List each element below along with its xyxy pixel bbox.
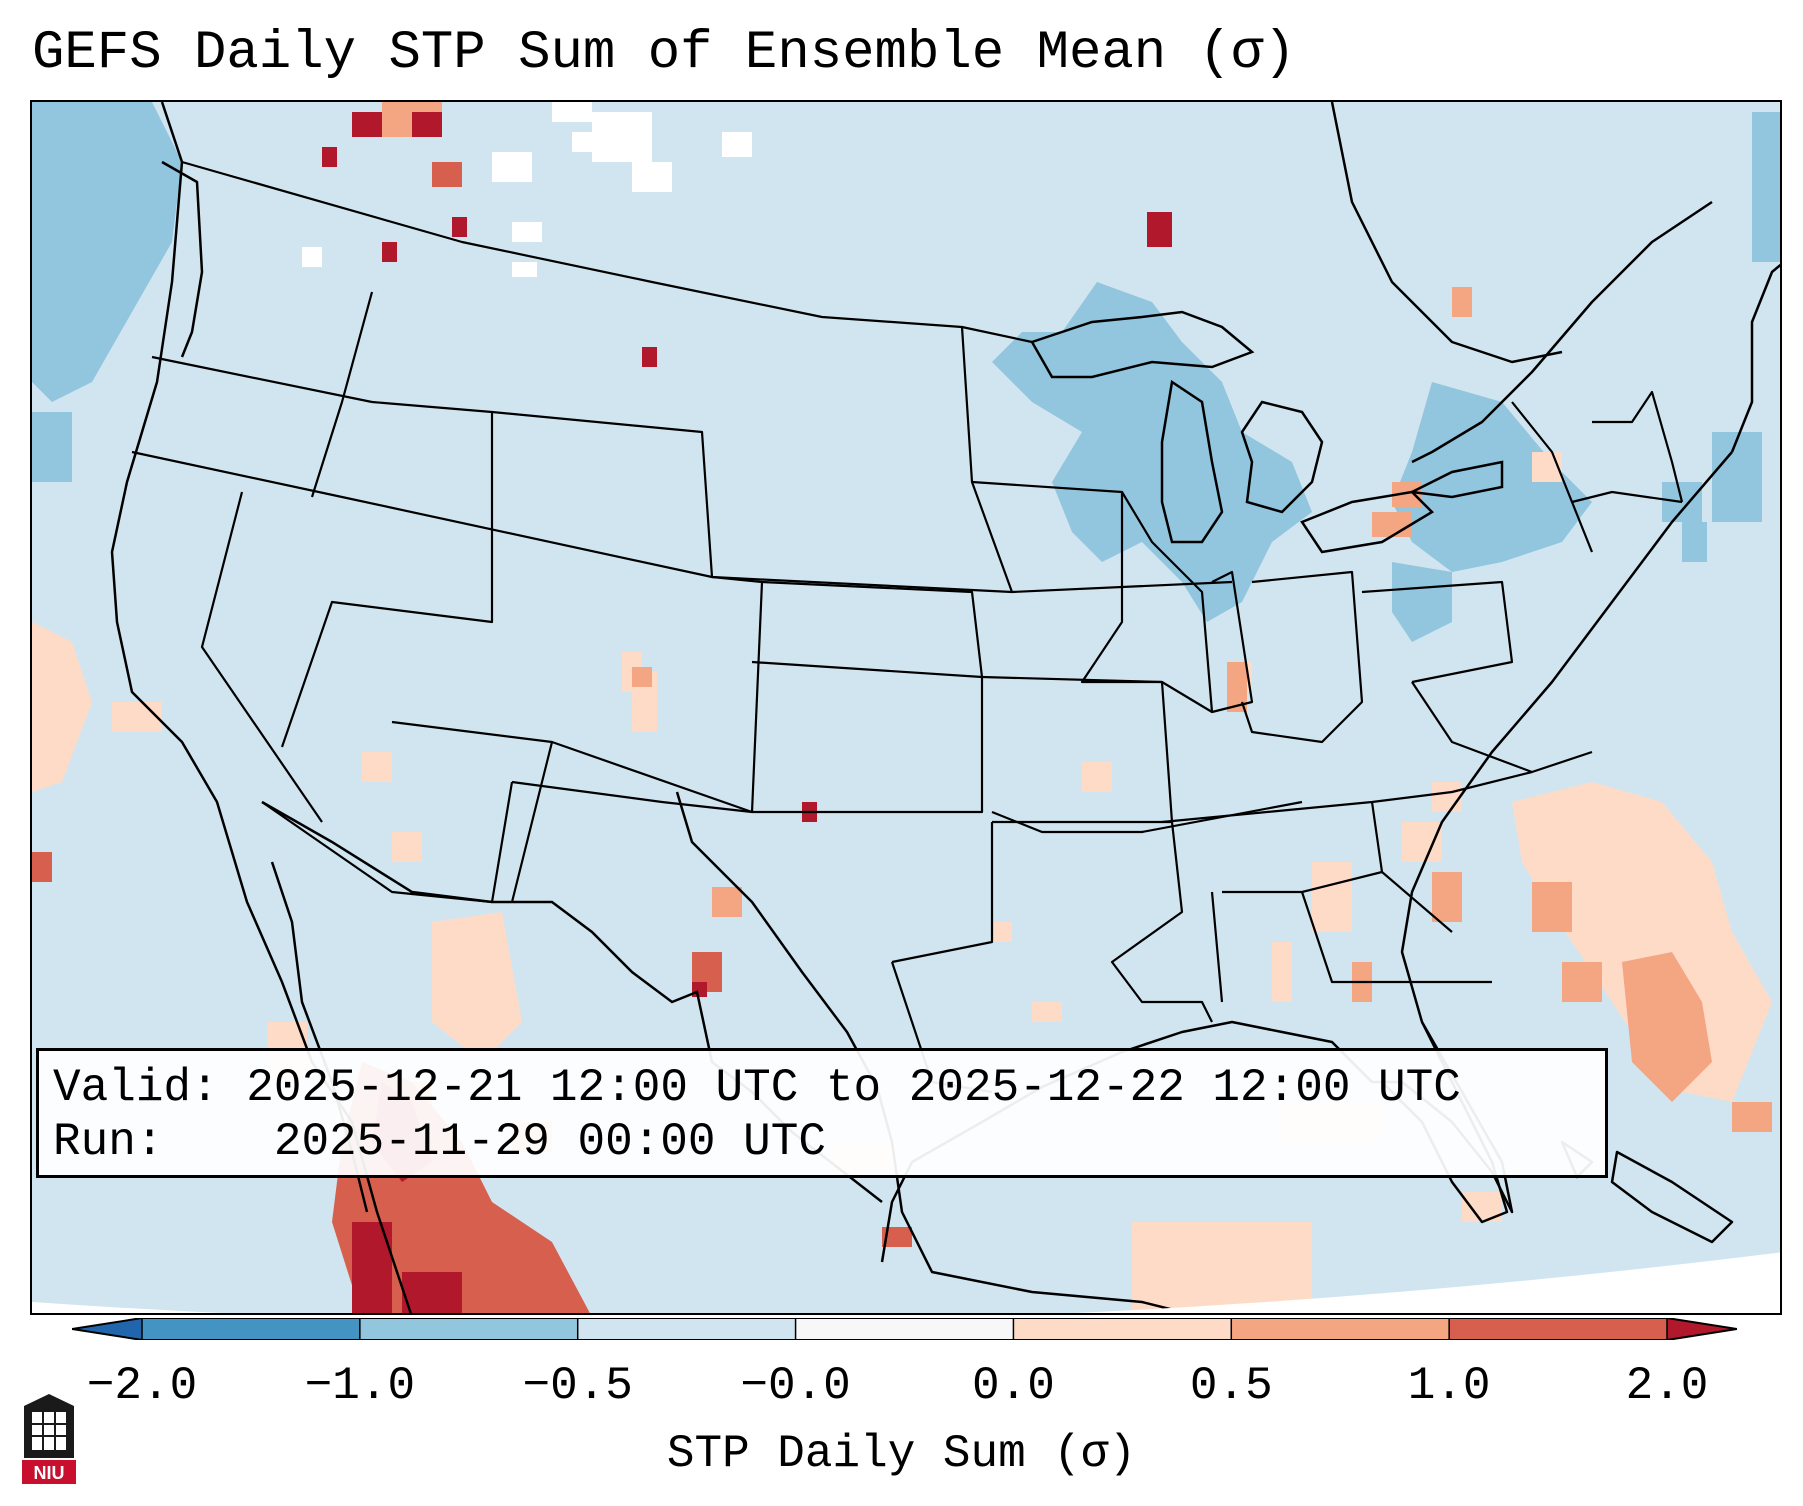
niu-logo-icon: NIU xyxy=(22,1394,76,1484)
colorbar-segment xyxy=(359,1318,579,1340)
colorbar-segment xyxy=(795,1318,1014,1340)
run-label: Run: xyxy=(53,1116,164,1168)
colorbar-tick-label: −0.5 xyxy=(522,1360,633,1412)
colorbar-under-triangle xyxy=(72,1318,142,1340)
validity-info-box: Valid: 2025-12-21 12:00 UTC to 2025-12-2… xyxy=(36,1048,1608,1178)
projection-edge xyxy=(32,1252,1780,1313)
chart-title: GEFS Daily STP Sum of Ensemble Mean (σ) xyxy=(32,23,1296,84)
colorbar xyxy=(72,1318,1737,1340)
moderate-positive-cells xyxy=(382,102,1772,1152)
no-change-cells xyxy=(302,102,752,277)
colorbar-over-triangle xyxy=(1667,1318,1737,1340)
colorbar-segment xyxy=(1013,1318,1232,1340)
colorbar-tick-label: −0.0 xyxy=(740,1360,851,1412)
great-lakes-outlines xyxy=(1030,310,1504,554)
colorbar-segment xyxy=(1231,1318,1450,1340)
colorbar-tick-label: −1.0 xyxy=(304,1360,416,1412)
slight-positive-cells xyxy=(32,452,1772,1313)
colorbar-tick-label: 0.0 xyxy=(972,1360,1055,1412)
colorbar-tick-label: 1.0 xyxy=(1407,1360,1491,1412)
colorbar-tick-label: 2.0 xyxy=(1625,1360,1709,1412)
negative-anomaly-cells xyxy=(32,102,1780,642)
colorbar-segment xyxy=(142,1318,361,1340)
colorbar-tick-label: 0.5 xyxy=(1189,1360,1273,1412)
colorbar-segment xyxy=(577,1318,797,1340)
colorbar-label: STP Daily Sum (σ) xyxy=(666,1428,1137,1480)
run-time: 2025-11-29 00:00 UTC xyxy=(273,1116,826,1168)
valid-label: Valid: xyxy=(53,1062,219,1114)
valid-range: 2025-12-21 12:00 UTC to 2025-12-22 12:00… xyxy=(246,1062,1461,1114)
colorbar-tick-label: −2.0 xyxy=(86,1360,198,1412)
state-borders xyxy=(131,160,1684,1094)
colorbar-segment xyxy=(1449,1318,1668,1340)
logo-text: NIU xyxy=(34,1463,65,1483)
